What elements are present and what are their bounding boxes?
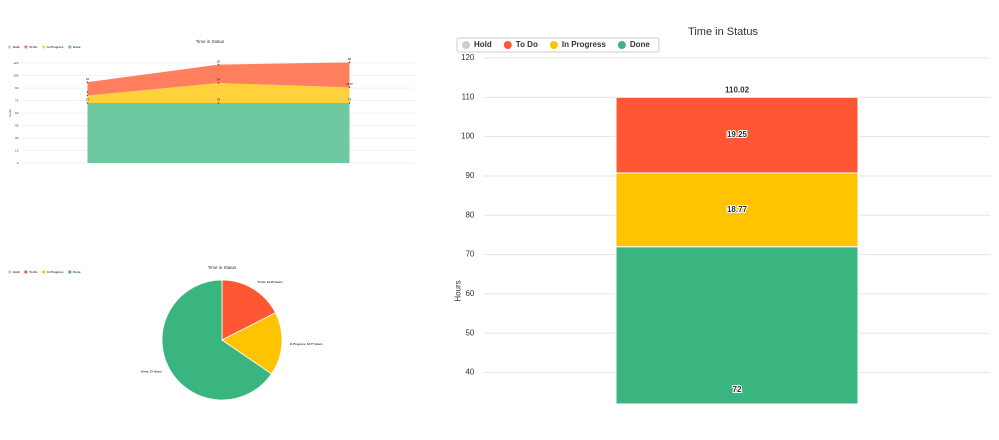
data-label: 72 (733, 385, 742, 394)
legend-marker (24, 45, 28, 49)
legend-label: Hold (13, 45, 20, 49)
y-tick-label: 40 (465, 368, 474, 377)
data-label: 9 (87, 90, 89, 94)
data-label: 30 (348, 57, 351, 61)
legend-marker (462, 41, 470, 49)
pie-slice (221, 312, 283, 375)
bar-segment (615, 246, 859, 405)
slice-label: To Do: 19.25 Hours (258, 280, 284, 284)
point (86, 102, 89, 104)
point (348, 86, 351, 89)
legend-box (456, 37, 660, 53)
y-tick-label: 120 (13, 61, 18, 65)
legend-label: Hold (13, 270, 20, 274)
y-tick-label: 120 (461, 53, 475, 62)
legend-label: Done (630, 40, 651, 49)
legend-label: To Do (29, 45, 37, 49)
legend-marker (503, 41, 512, 49)
legend-marker (24, 270, 28, 274)
data-label: 22 (217, 59, 220, 63)
data-label: 72 (86, 98, 89, 102)
legend-label: Done (73, 45, 81, 49)
y-tick-label: 70 (465, 250, 474, 259)
legend-label: Done (73, 270, 81, 274)
legend-marker (68, 270, 72, 274)
pie-slice (221, 279, 276, 341)
chart-title: Time in Status (688, 26, 758, 38)
legend-label: In Progress (562, 40, 607, 49)
y-axis-label: Hours (454, 280, 463, 301)
y-tick-label: 0 (17, 161, 19, 165)
y-tick-label: 30 (15, 136, 19, 140)
legend: Hold To Do In Progress Done (8, 270, 81, 274)
point (217, 102, 220, 104)
legend: Hold To Do In Progress Done (8, 45, 81, 49)
y-tick-label: 60 (465, 289, 474, 298)
slice-label: In Progress: 18.77 Hours (290, 342, 323, 346)
chart-title: Time in Status (196, 39, 225, 44)
legend-marker (42, 45, 46, 49)
point (86, 94, 89, 97)
legend-marker (68, 45, 72, 49)
legend-label: In Progress (47, 45, 64, 49)
legend-marker (42, 270, 46, 274)
legend-label: Hold (474, 40, 492, 49)
data-label: 18.77 (346, 82, 353, 86)
bar-segment (615, 172, 859, 248)
y-tick-label: 100 (461, 132, 475, 141)
point (217, 82, 220, 84)
point (348, 61, 351, 64)
y-tick-label: 90 (15, 86, 19, 90)
legend-marker (617, 41, 626, 49)
legend-marker (549, 41, 558, 49)
data-label: 16 (86, 77, 89, 81)
legend-marker (8, 45, 12, 49)
data-label: 19.25 (727, 130, 748, 139)
y-tick-label: 110 (462, 92, 475, 101)
area (87, 103, 350, 163)
legend-label: To Do (516, 40, 538, 49)
legend-label: To Do (29, 270, 37, 274)
data-label: 18.77 (727, 205, 748, 214)
y-tick-label: 45 (15, 123, 19, 127)
y-tick-label: 90 (465, 171, 474, 180)
point (217, 63, 220, 66)
point (86, 81, 89, 83)
pie-slice (161, 279, 273, 401)
bar-segment (615, 96, 859, 174)
total-label: 110.02 (725, 85, 750, 94)
point (348, 102, 351, 104)
y-tick-label: 80 (465, 210, 474, 219)
y-tick-label: 105 (13, 73, 18, 77)
y-tick-label: 50 (465, 328, 474, 337)
area (87, 62, 350, 96)
data-label: 72 (348, 98, 351, 102)
chart-title: Time in Status (208, 265, 237, 270)
y-tick-label: 15 (15, 148, 19, 152)
legend-label: In Progress (47, 270, 64, 274)
y-tick-label: 60 (15, 111, 19, 115)
data-label: 24 (217, 78, 220, 82)
data-label: 72 (217, 98, 220, 102)
y-tick-label: 75 (15, 98, 19, 102)
legend: Hold To Do In Progress Done (456, 37, 660, 53)
y-axis-label: Hours (8, 109, 12, 118)
area (87, 83, 350, 103)
slice-label: Done: 72 Hours (141, 369, 162, 373)
legend-marker (8, 270, 12, 274)
